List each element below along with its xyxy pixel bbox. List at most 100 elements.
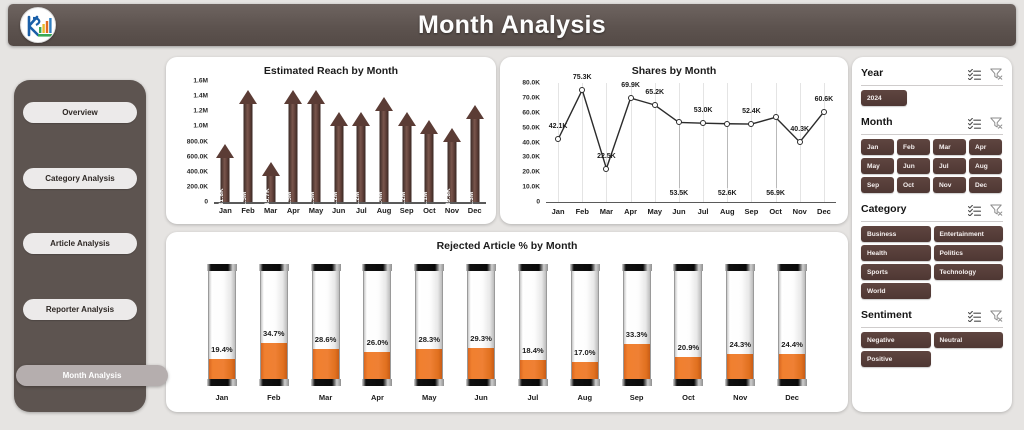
y-axis-tick: 40.0K bbox=[522, 139, 540, 146]
gauge-cap-bottom bbox=[466, 379, 497, 386]
reach-value-label: 1.5M bbox=[240, 191, 248, 207]
sidebar-item-month-analysis[interactable]: Month Analysis bbox=[16, 365, 168, 386]
filter-chip-feb[interactable]: Feb bbox=[897, 139, 930, 155]
rejected-gauge bbox=[466, 264, 497, 386]
gauge-cap-top bbox=[725, 264, 756, 271]
arrow-tip bbox=[442, 128, 461, 143]
x-axis-tick: Dec bbox=[817, 207, 831, 216]
filter-chip-mar[interactable]: Mar bbox=[933, 139, 966, 155]
filter-chip-oct[interactable]: Oct bbox=[897, 177, 930, 193]
x-axis-tick: Aug bbox=[376, 206, 392, 215]
gauge-cap-bottom bbox=[414, 379, 445, 386]
clear-filter-icon[interactable] bbox=[990, 310, 1003, 322]
filter-group-sentiment: Sentiment Negative Neutral Positive bbox=[861, 309, 1003, 367]
y-axis-tick: 80.0K bbox=[522, 79, 540, 87]
filter-chip-dec[interactable]: Dec bbox=[969, 177, 1002, 193]
clear-filter-icon[interactable] bbox=[990, 117, 1003, 129]
shares-value-label: 53.0K bbox=[693, 107, 713, 115]
shares-value-label: 53.5K bbox=[669, 190, 689, 197]
filter-group-title: Year bbox=[861, 67, 884, 79]
x-axis-tick: Aug bbox=[719, 207, 735, 216]
x-axis-tick: Feb bbox=[575, 207, 589, 216]
shares-data-point bbox=[772, 114, 779, 121]
filter-divider bbox=[861, 85, 1003, 86]
filter-chip-jun[interactable]: Jun bbox=[897, 158, 930, 174]
filter-chip-health[interactable]: Health bbox=[861, 245, 931, 261]
filter-chip-neutral[interactable]: Neutral bbox=[933, 332, 1003, 348]
filter-group-month: Month Jan Feb Mar Apr May Jun Jul Aug Sep Oct Nov De… bbox=[861, 116, 1003, 193]
filter-group-header: Category bbox=[861, 203, 1003, 220]
rejected-value-label: 18.4% bbox=[522, 346, 544, 356]
shares-value-label: 42.1K bbox=[548, 123, 568, 131]
filter-chip-aug[interactable]: Aug bbox=[969, 158, 1002, 174]
filter-chip-2024[interactable]: 2024 bbox=[861, 90, 907, 106]
multi-select-icon[interactable] bbox=[968, 68, 981, 80]
shares-value-label: 52.4K bbox=[742, 108, 761, 116]
filter-chip-business[interactable]: Business bbox=[861, 226, 931, 242]
arrow-tip bbox=[216, 143, 235, 158]
sidebar-item-category-analysis[interactable]: Category Analysis bbox=[23, 168, 137, 189]
filter-chip-jul[interactable]: Jul bbox=[933, 158, 966, 174]
x-axis-tick: Oct bbox=[682, 393, 695, 402]
filter-group-header: Month bbox=[861, 116, 1003, 133]
rejected-gauge bbox=[206, 264, 237, 386]
reach-value-label: 1.5M bbox=[308, 191, 316, 207]
arrow-tip bbox=[238, 89, 257, 104]
x-axis-tick: May bbox=[308, 206, 324, 215]
filter-chip-entertainment[interactable]: Entertainment bbox=[933, 226, 1003, 242]
y-axis-tick: 1.2M bbox=[193, 107, 208, 115]
sidebar-item-label: Overview bbox=[62, 108, 98, 117]
filter-chip-negative[interactable]: Negative bbox=[861, 332, 931, 348]
filter-chip-politics[interactable]: Politics bbox=[933, 245, 1003, 261]
rejected-gauge bbox=[673, 264, 704, 386]
sidebar-item-article-analysis[interactable]: Article Analysis bbox=[23, 233, 137, 254]
rejected-value-label: 26.0% bbox=[366, 337, 389, 347]
multi-select-icon[interactable] bbox=[968, 204, 981, 216]
arrow-shaft bbox=[447, 142, 457, 202]
x-axis-tick: Jun bbox=[474, 393, 488, 402]
page-title: Month Analysis bbox=[417, 10, 606, 39]
rejected-gauge bbox=[621, 264, 652, 386]
filter-chip-jan[interactable]: Jan bbox=[861, 139, 894, 155]
x-axis-tick: Dec bbox=[785, 393, 799, 402]
sidebar-item-overview[interactable]: Overview bbox=[23, 102, 137, 123]
x-axis-tick: Aug bbox=[577, 393, 593, 402]
gauge-fill bbox=[260, 342, 287, 386]
reach-value-label: 1.4M bbox=[376, 191, 384, 207]
reach-arrow: 1.4M bbox=[373, 81, 396, 207]
arrow-tip bbox=[420, 119, 439, 134]
x-axis-tick: May bbox=[647, 207, 663, 216]
filter-chip-sports[interactable]: Sports bbox=[861, 264, 931, 280]
arrow-tip bbox=[329, 112, 348, 127]
gauge-cap-top bbox=[206, 264, 237, 271]
sidebar-item-reporter-analysis[interactable]: Reporter Analysis bbox=[23, 299, 137, 320]
multi-select-icon[interactable] bbox=[968, 117, 981, 129]
clear-filter-icon[interactable] bbox=[990, 204, 1003, 216]
gauge-cap-bottom bbox=[621, 379, 652, 386]
multi-select-icon[interactable] bbox=[968, 310, 981, 322]
rejected-value-label: 29.3% bbox=[470, 334, 492, 344]
filter-chip-technology[interactable]: Technology bbox=[933, 264, 1003, 280]
x-axis-tick: Mar bbox=[318, 393, 333, 402]
filter-chip-may[interactable]: May bbox=[861, 158, 894, 174]
arrow-tip bbox=[284, 89, 303, 104]
filter-chip-world[interactable]: World bbox=[861, 283, 931, 299]
filter-chip-apr[interactable]: Apr bbox=[969, 139, 1002, 155]
rejected-value-label: 19.4% bbox=[211, 345, 233, 355]
filter-chip-positive[interactable]: Positive bbox=[861, 351, 931, 367]
shares-callout-line bbox=[727, 126, 729, 188]
filter-chip-sep[interactable]: Sep bbox=[861, 177, 894, 193]
y-axis-tick: 70.0K bbox=[522, 94, 540, 102]
clear-filter-icon[interactable] bbox=[990, 68, 1003, 80]
rejected-gauge bbox=[725, 264, 756, 386]
filter-group-icons bbox=[968, 204, 1003, 216]
shares-value-label: 69.9K bbox=[621, 82, 640, 90]
arrow-tip bbox=[352, 112, 371, 127]
y-axis-tick: 800.0K bbox=[186, 138, 208, 145]
grid-line bbox=[582, 83, 584, 202]
reach-arrow: 1.2M bbox=[350, 81, 373, 207]
reach-value-label: 1.5M bbox=[286, 191, 294, 207]
arrow-shaft bbox=[356, 126, 366, 202]
filter-chip-nov[interactable]: Nov bbox=[933, 177, 966, 193]
filter-group-category: Category Business Entertainment Health Polit… bbox=[861, 203, 1003, 299]
